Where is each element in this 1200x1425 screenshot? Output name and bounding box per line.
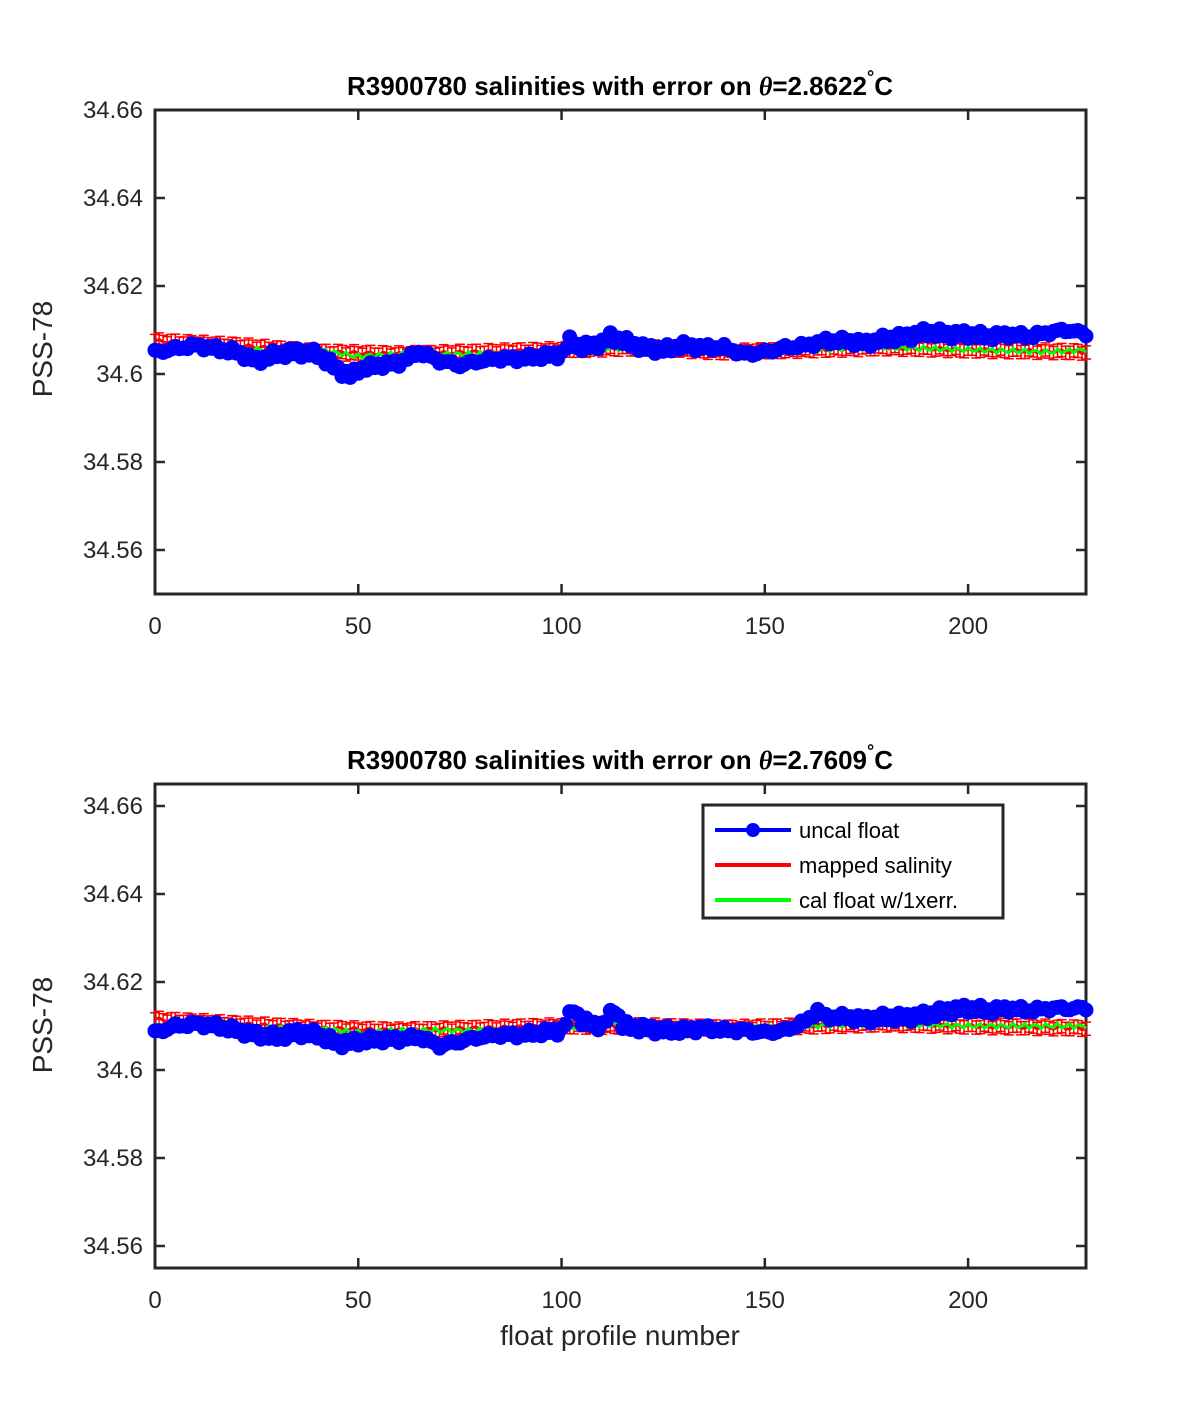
y-tick-label: 34.56 bbox=[83, 1233, 143, 1260]
y-tick-label: 34.6 bbox=[96, 361, 143, 388]
chart-top-plot: 0 50 100 150 200 34.56 34.58 34.6 34.62 34.64 34.6… bbox=[83, 97, 1094, 640]
series-uncal-float bbox=[147, 321, 1094, 385]
legend-swatch-marker bbox=[746, 823, 760, 837]
chart-bottom-legend: uncal float mapped salinity cal float w/1x… bbox=[701, 803, 1005, 920]
chart-bottom: R3900780 salinities with error on θ=2.76… bbox=[27, 741, 1094, 1351]
x-tick-label: 100 bbox=[542, 1287, 582, 1314]
x-tick-label: 100 bbox=[542, 613, 582, 640]
y-tick-label: 34.66 bbox=[83, 97, 143, 124]
series-uncal-float bbox=[147, 997, 1094, 1056]
x-tick-label: 200 bbox=[948, 613, 988, 640]
x-tick-label: 50 bbox=[345, 613, 372, 640]
y-tick-label: 34.56 bbox=[83, 537, 143, 564]
x-tick-label: 150 bbox=[745, 613, 785, 640]
y-tick-label: 34.62 bbox=[83, 273, 143, 300]
y-tick-label: 34.66 bbox=[83, 793, 143, 820]
chart-top-title: R3900780 salinities with error on θ=2.86… bbox=[347, 67, 893, 101]
legend-label: cal float w/1xerr. bbox=[799, 888, 958, 913]
y-tick-label: 34.62 bbox=[83, 969, 143, 996]
x-tick-label: 50 bbox=[345, 1287, 372, 1314]
y-tick-label: 34.58 bbox=[83, 449, 143, 476]
chart-top: R3900780 salinities with error on θ=2.86… bbox=[27, 67, 1094, 640]
uncal-float-marker bbox=[1078, 328, 1094, 344]
uncal-float-marker bbox=[558, 1016, 574, 1032]
y-tick-label: 34.64 bbox=[83, 185, 143, 212]
chart-top-ylabel: PSS-78 bbox=[27, 301, 58, 398]
x-tick-label: 200 bbox=[948, 1287, 988, 1314]
chart-bottom-ylabel: PSS-78 bbox=[27, 977, 58, 1074]
x-tick-label: 0 bbox=[148, 613, 161, 640]
x-tick-label: 0 bbox=[148, 1287, 161, 1314]
chart-bottom-xlabel: float profile number bbox=[500, 1320, 740, 1351]
chart-bottom-title: R3900780 salinities with error on θ=2.76… bbox=[347, 741, 893, 775]
legend-label: mapped salinity bbox=[799, 853, 952, 878]
y-tick-label: 34.64 bbox=[83, 881, 143, 908]
legend-label: uncal float bbox=[799, 818, 899, 843]
y-tick-label: 34.58 bbox=[83, 1145, 143, 1172]
x-tick-label: 150 bbox=[745, 1287, 785, 1314]
uncal-float-marker bbox=[1078, 1002, 1094, 1018]
y-tick-label: 34.6 bbox=[96, 1057, 143, 1084]
